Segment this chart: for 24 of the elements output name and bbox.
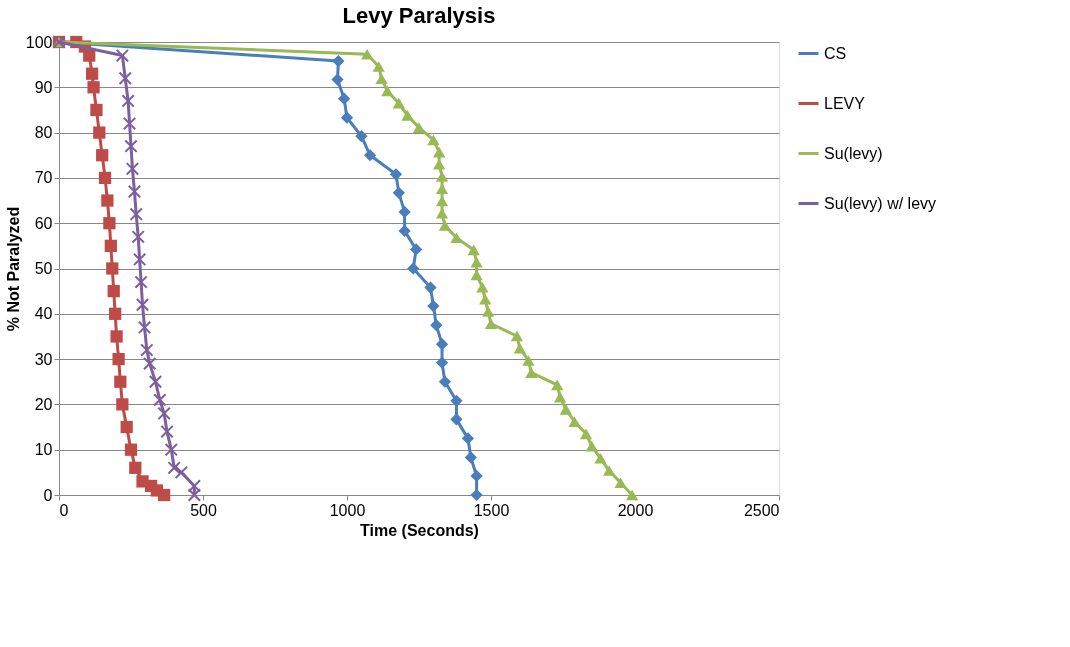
y-tick-label: 90 bbox=[34, 78, 53, 96]
legend-label: Su(levy) bbox=[824, 144, 883, 162]
x-tick-label: 500 bbox=[190, 501, 217, 519]
legend-label: Su(levy) w/ levy bbox=[824, 194, 937, 212]
x-tick-label: 2500 bbox=[743, 501, 780, 519]
y-tick-label: 0 bbox=[43, 486, 53, 504]
x-tick-label: 0 bbox=[59, 501, 69, 519]
x-tick-label: 1500 bbox=[473, 501, 510, 519]
x-tick-label: 2000 bbox=[617, 501, 654, 519]
y-tick-label: 60 bbox=[34, 214, 53, 232]
legend-label: LEVY bbox=[824, 94, 866, 112]
x-axis-title: Time (Seconds) bbox=[360, 521, 479, 539]
chart-title: Levy Paralysis bbox=[342, 3, 496, 29]
y-axis-title: % Not Paralyzed bbox=[4, 206, 22, 332]
y-tick-label: 80 bbox=[34, 124, 53, 142]
y-tick-label: 40 bbox=[34, 305, 53, 323]
y-tick-label: 50 bbox=[34, 260, 53, 277]
y-tick-label: 30 bbox=[34, 350, 53, 368]
legend-label: CS bbox=[824, 44, 847, 62]
y-tick-label: 70 bbox=[34, 169, 53, 187]
y-tick-label: 10 bbox=[34, 441, 53, 459]
y-tick-label: 20 bbox=[34, 395, 53, 413]
y-tick-label: 100 bbox=[25, 33, 53, 51]
x-tick-label: 1000 bbox=[329, 501, 366, 519]
